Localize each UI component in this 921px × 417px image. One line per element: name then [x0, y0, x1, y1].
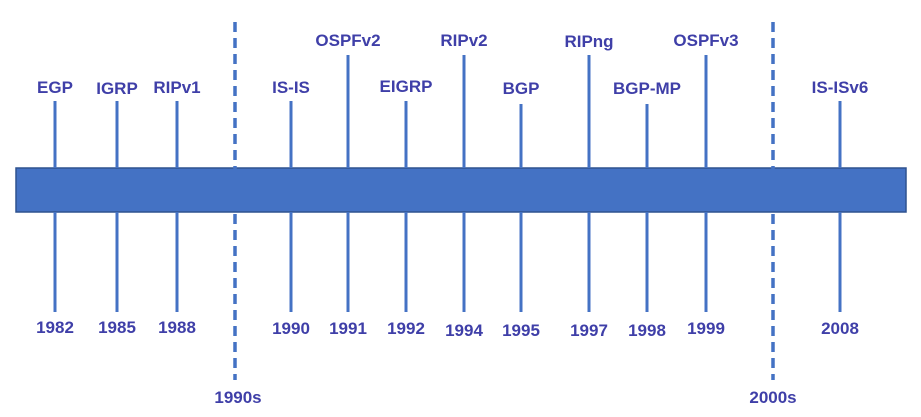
year-label: 1998	[628, 321, 666, 340]
timeline-event: RIPv1 1988	[153, 78, 200, 337]
protocol-label: EGP	[37, 78, 73, 97]
timeline-events: EGP 1982 IGRP 1985 RIPv1 1988 IS-IS 1990 OSPFv2 1…	[36, 31, 868, 340]
protocol-label: EIGRP	[380, 77, 433, 96]
protocol-label: IS-IS	[272, 78, 310, 97]
timeline-event: RIPv2 1994	[440, 31, 487, 340]
protocol-label: RIPv2	[440, 31, 487, 50]
year-label: 1992	[387, 319, 425, 338]
decade-label: 1990s	[214, 388, 261, 407]
year-label: 1988	[158, 318, 196, 337]
year-label: 1991	[329, 319, 367, 338]
timeline-event: RIPng 1997	[564, 32, 613, 340]
timeline-event: EIGRP 1992	[380, 77, 433, 338]
timeline-event: BGP-MP 1998	[613, 79, 681, 340]
year-label: 1990	[272, 319, 310, 338]
decade-label: 2000s	[749, 388, 796, 407]
timeline-bar	[15, 167, 907, 213]
year-label: 1997	[570, 321, 608, 340]
protocol-label: BGP-MP	[613, 79, 681, 98]
decade-markers: 1990s 2000s	[214, 22, 797, 407]
timeline-event: BGP 1995	[502, 79, 540, 340]
protocol-label: OSPFv3	[673, 31, 738, 50]
protocol-label: OSPFv2	[315, 31, 380, 50]
year-label: 1982	[36, 318, 74, 337]
protocol-label: IS-ISv6	[812, 78, 869, 97]
timeline-event: IS-IS 1990	[272, 78, 310, 338]
year-label: 1985	[98, 318, 136, 337]
decade-marker: 1990s	[214, 22, 262, 407]
year-label: 1995	[502, 321, 540, 340]
protocol-label: IGRP	[96, 79, 138, 98]
protocol-label: RIPng	[564, 32, 613, 51]
timeline-event: OSPFv3 1999	[673, 31, 738, 338]
protocol-label: RIPv1	[153, 78, 200, 97]
timeline-event: EGP 1982	[36, 78, 74, 337]
year-label: 1994	[445, 321, 483, 340]
timeline-event: IGRP 1985	[96, 79, 138, 337]
timeline-event: OSPFv2 1991	[315, 31, 380, 338]
decade-marker: 2000s	[749, 22, 797, 407]
protocol-label: BGP	[503, 79, 540, 98]
timeline-event: IS-ISv6 2008	[812, 78, 869, 338]
year-label: 2008	[821, 319, 859, 338]
year-label: 1999	[687, 319, 725, 338]
